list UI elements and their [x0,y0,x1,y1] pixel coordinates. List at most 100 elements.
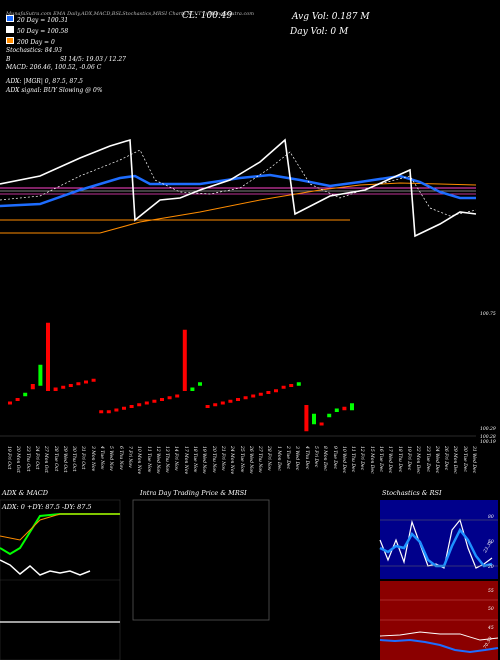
adx-white-line [0,559,91,576]
x-tick-label: 27 Mon Oct [43,446,49,473]
candle [129,405,134,408]
candle [38,364,43,386]
x-tick-label: 3 Mon Nov [89,446,95,472]
x-tick-label: 14 Fri Nov [173,446,179,471]
x-tick-label: 6 Thu Nov [117,446,123,470]
x-tick-label: 13 Thu Nov [164,446,170,473]
candle [327,413,332,418]
candle [205,405,210,408]
x-tick-label: 26 Fri Dec [443,446,449,471]
x-tick-label: 4 Thu Dec [303,446,309,470]
candle [68,384,73,387]
candle [236,398,240,401]
intraday-panel-title: Intra Day Trading Price & MRSI [140,489,247,497]
x-tick-label: 24 Wed Dec [433,446,439,474]
candle [266,391,271,394]
x-tick-label: 17 Wed Dec [387,446,393,474]
x-tick-label: 29 Mon Dec [452,446,458,474]
price-label-1: 100.29 [480,427,496,432]
candle [334,408,339,412]
adx-panel-title: ADX & MACD [2,489,48,497]
si-prefix: B [6,56,11,63]
candle [175,394,180,398]
ema200-legend: 200 Day = 0 [6,37,55,46]
x-tick-label: 18 Tue Nov [192,446,197,473]
signal-dotted-line [0,149,477,217]
day-vol-label: Day Vol: 0 M [290,27,349,37]
rsi-blue-line [379,638,499,654]
x-tick-label: 22 Mon Dec [415,446,421,474]
candle [182,329,187,391]
x-tick-label: 3 Wed Dec [294,446,300,471]
x-tick-label: 11 Thu Dec [350,446,356,473]
candle [144,401,149,405]
x-tick-label: 20 Mon Oct [15,446,21,473]
candle [304,405,309,432]
x-tick-label: 2 Tue Dec [285,446,290,470]
x-tick-label: 30 Thu Oct [71,446,77,472]
candle [30,384,35,390]
candle [312,413,316,425]
x-tick-label: 5 Fri Dec [312,446,318,468]
stochastics-readout: Stochastics: 84.93 [6,47,62,54]
candle [220,401,225,405]
x-tick-label: 24 Fri Oct [33,446,39,470]
adx-inner-line [0,561,91,579]
x-tick-label: 16 Tue Dec [378,446,383,472]
x-tick-label: 30 Tue Dec [461,446,467,472]
candle [350,403,354,411]
x-tick-label: 21 Fri Nov [219,446,225,471]
candle [342,406,347,411]
candle [53,387,58,391]
macd-white-line [0,138,477,238]
ema20-line [0,173,476,208]
candle [15,398,20,401]
candle [228,399,233,403]
stoch-label-50: 50 [488,540,494,545]
candle [76,382,81,386]
x-tick-label: 9 Tue Dec [331,446,337,470]
candle [281,385,286,389]
x-tick-label: 19 Wed Nov [201,446,207,474]
x-tick-label: 4 Tue Nov [99,446,104,470]
adx-signal: ADX signal: BUY Slowing @ 0% [6,87,103,94]
x-tick-label: 10 Mon Nov [136,446,142,474]
candles-group [8,322,354,432]
candle [251,394,256,398]
candle [289,384,294,387]
x-tick-label: 19 Fri Oct [6,446,11,470]
x-tick-label: 24 Mon Nov [229,446,235,474]
adx-plus-di-line [0,513,120,556]
x-tick-label: 19 Fri Dec [405,446,411,471]
candle [296,382,301,386]
rsi-label-50: 50 [488,607,494,612]
x-tick-label: 23 Thu Oct [24,446,30,472]
rsi-white-line [379,631,499,641]
candle [137,403,142,407]
x-tick-label: 31 Fri Oct [80,446,86,470]
candle [122,406,126,410]
x-tick-label: 26 Wed Nov [247,446,253,474]
candle [198,382,202,386]
candle [106,410,111,414]
avg-vol-label: Avg Vol: 0.187 M [292,12,370,22]
x-tick-label: 27 Thu Nov [257,446,263,473]
macd-readout: MACD: 206.46, 100.52, -0.06 C [6,64,102,71]
x-tick-label: 7 Fri Nov [126,446,132,468]
x-tick-label: 10 Wed Dec [340,446,346,474]
adx-readout: ADX: |MGR| 0, 87.5, 87.5 [6,78,83,85]
candle [46,322,50,391]
candle [23,392,28,397]
x-tick-label: 11 Tue Nov [145,446,151,473]
candle [258,392,263,396]
x-tick-label: 28 Tue Oct [52,446,58,472]
candle [160,398,164,401]
candle [8,401,12,405]
x-tick-label: 25 Tue Nov [238,446,244,473]
candle [319,422,324,426]
adx-panel-readout: ADX: 0 +DY: 87.5 -DY: 87.5 [2,503,92,511]
x-tick-label: 8 Mon Dec [322,446,328,471]
candle [152,399,157,403]
